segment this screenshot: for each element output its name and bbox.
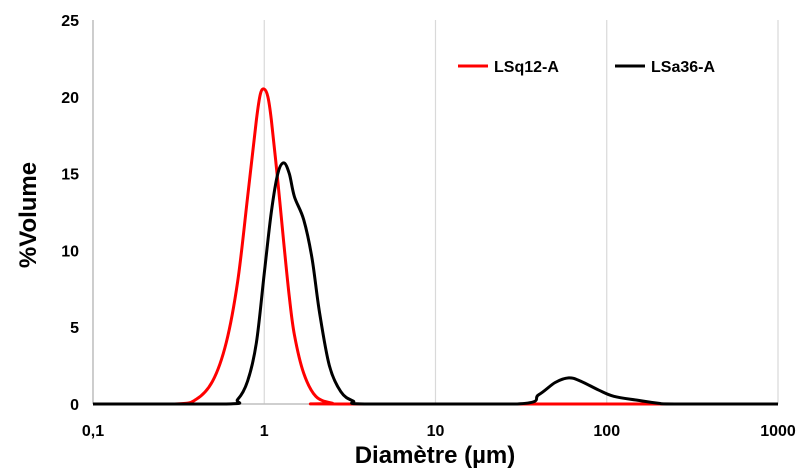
y-tick-label-1: 5 [70,320,79,337]
x-tick-label-1: 1 [260,423,269,440]
legend-label-lsq12: LSq12-A [494,59,559,76]
y-tick-label-2: 10 [61,243,79,260]
x-axis-title: Diamètre (µm) [355,442,516,469]
tick-labels: 0,1 1 10 100 1000 0 5 10 15 20 25 [61,13,796,440]
x-tick-label-4: 1000 [760,423,796,440]
x-tick-label-2: 10 [427,423,445,440]
y-tick-label-5: 25 [61,13,79,30]
legend: LSq12-A LSa36-A [458,59,715,76]
series-lines [92,87,778,406]
gridlines [92,20,779,404]
series-line-lsq12-a [92,87,778,406]
y-tick-label-3: 15 [61,167,79,184]
x-tick-label-3: 100 [593,423,620,440]
y-tick-label-4: 20 [61,90,79,107]
legend-label-lsa36: LSa36-A [651,59,715,76]
series-line-lsa36-a [92,161,778,406]
y-tick-label-0: 0 [70,397,79,414]
y-axis-title: %Volume [15,162,42,268]
x-tick-label-0: 0,1 [82,423,104,440]
